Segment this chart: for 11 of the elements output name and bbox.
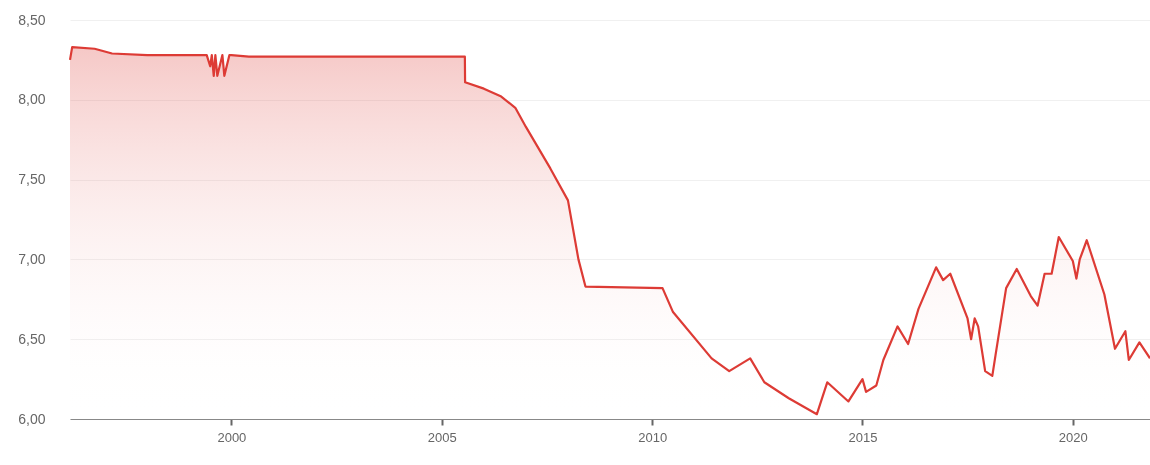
x-tick-label: 2015 xyxy=(848,429,878,445)
x-tick-label: 2020 xyxy=(1058,429,1088,445)
y-tick-label: 6,50 xyxy=(18,330,46,347)
y-tick-label: 6,00 xyxy=(18,410,46,427)
y-tick-label: 7,50 xyxy=(18,171,46,188)
y-tick-label: 8,00 xyxy=(18,91,46,108)
x-tick-label: 2005 xyxy=(427,429,457,445)
x-tick-label: 2010 xyxy=(638,429,668,445)
x-tick-label: 2000 xyxy=(217,429,247,445)
y-tick-label: 7,00 xyxy=(18,250,46,267)
y-tick-label: 8,50 xyxy=(18,11,46,28)
